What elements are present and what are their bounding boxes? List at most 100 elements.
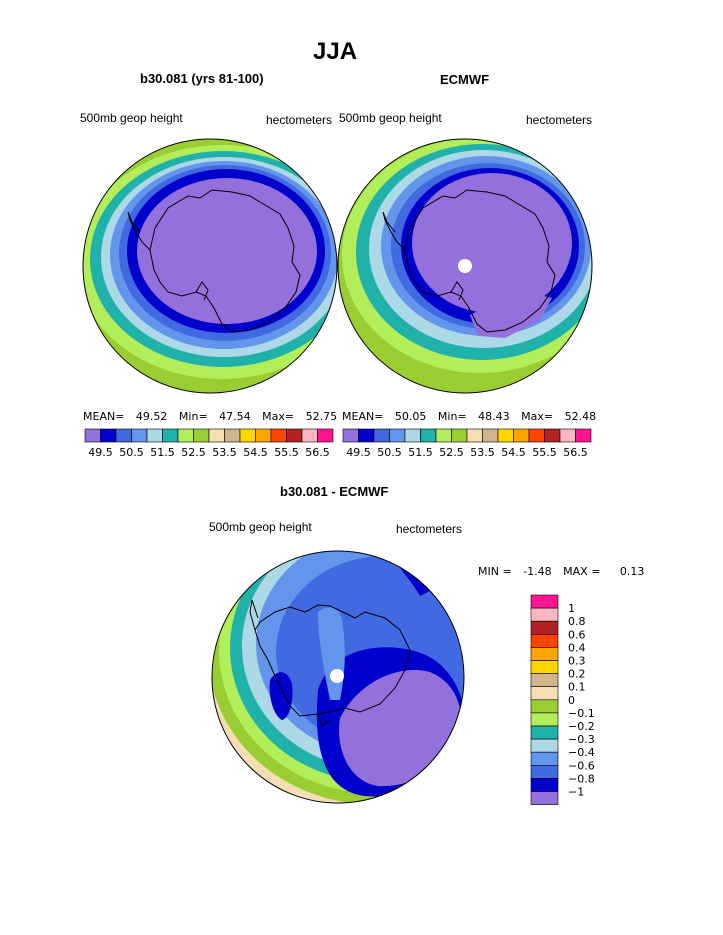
colorbar-swatch <box>530 594 559 609</box>
colorbar-tick-label: −0.8 <box>568 772 595 785</box>
colorbar-swatch <box>342 428 359 443</box>
colorbar-swatch <box>131 428 148 443</box>
colorbar-swatch <box>255 428 272 443</box>
max-label: MAX = <box>563 565 601 578</box>
colorbar-tick-label: 0.2 <box>568 668 586 681</box>
colorbar-tick-label: 50.5 <box>119 446 144 459</box>
mean-value: 49.52 <box>135 410 168 423</box>
main-title: JJA <box>313 38 358 65</box>
colorbar-swatch <box>162 428 179 443</box>
map-difference <box>212 551 464 803</box>
max-value: 52.75 <box>305 410 338 423</box>
colorbar-tick-label: 0.3 <box>568 655 586 668</box>
colorbar-swatch <box>530 673 559 687</box>
colorbar-swatch <box>530 633 559 648</box>
colorbar-swatch <box>575 428 592 443</box>
colorbar-swatch <box>373 428 390 443</box>
coastline <box>404 189 556 333</box>
colorbar-swatch <box>530 647 559 661</box>
colorbar-tick-label: 50.5 <box>377 446 402 459</box>
colorbar-swatch <box>530 699 559 714</box>
colorbar-swatch <box>530 738 559 753</box>
coastline <box>149 189 301 333</box>
colorbar-swatch <box>358 428 375 443</box>
colorbar-tick-label: 52.5 <box>439 446 464 459</box>
diff-stats: MIN = -1.48 MAX = 0.13 <box>478 565 644 578</box>
colorbar-swatch <box>301 428 318 443</box>
panel-title-diff: b30.081 - ECMWF <box>280 484 389 499</box>
colorbar-swatch <box>528 428 545 443</box>
colorbar-swatch <box>451 428 468 443</box>
colorbar-swatch <box>530 764 559 779</box>
colorbar-tick-label: 51.5 <box>408 446 433 459</box>
diff-units-label: hectometers <box>396 522 463 536</box>
colorbar-swatch <box>100 428 117 443</box>
colorbar-ecmwf: 49.5 50.5 51.5 52.5 53.5 54.5 55.5 56.5 <box>342 428 592 459</box>
colorbar-tick-label: 49.5 <box>88 446 113 459</box>
colorbar-tick-label: 49.5 <box>346 446 371 459</box>
colorbar-swatch <box>208 428 225 443</box>
pole-marker <box>330 669 344 683</box>
pole-marker <box>458 259 472 273</box>
colorbar-tick-label: 56.5 <box>305 446 330 459</box>
colorbar-swatch <box>435 428 452 443</box>
colorbar-swatch <box>530 712 559 727</box>
colorbar-tick-label: 53.5 <box>470 446 495 459</box>
mean-label: MEAN= <box>342 410 384 423</box>
colorbar-tick-label: 55.5 <box>274 446 299 459</box>
colorbar-swatch <box>420 428 437 443</box>
colorbar-swatch <box>530 725 559 740</box>
colorbar-tick-label: −0.1 <box>568 707 595 720</box>
colorbar-tick-label: 54.5 <box>501 446 526 459</box>
colorbar-swatch <box>466 428 483 443</box>
mean-label: MEAN= <box>83 410 125 423</box>
ecmwf-stats: MEAN= 50.05 Min= 48.43 Max= 52.48 <box>342 410 596 423</box>
colorbar-swatch <box>544 428 561 443</box>
colorbar-difference: 10.80.60.40.30.20.10−0.1−0.2−0.3−0.4−0.6… <box>530 594 595 805</box>
colorbar-tick-label: 54.5 <box>243 446 268 459</box>
colorbar-tick-label: 56.5 <box>563 446 588 459</box>
colorbar-tick-label: −0.2 <box>568 720 595 733</box>
colorbar-swatch <box>224 428 241 443</box>
colorbar-tick-label: 0.4 <box>568 641 586 654</box>
panel-title-ecmwf: ECMWF <box>440 72 490 87</box>
colorbar-swatch <box>530 791 559 805</box>
colorbar-swatch <box>239 428 256 443</box>
colorbar-swatch <box>559 428 576 443</box>
colorbar-swatch <box>146 428 163 443</box>
colorbar-swatch <box>513 428 530 443</box>
colorbar-tick-label: 0.6 <box>568 628 586 641</box>
min-label: Min= <box>437 410 467 423</box>
colorbar-swatch <box>404 428 421 443</box>
colorbar-tick-label: 51.5 <box>150 446 175 459</box>
colorbar-swatch <box>193 428 210 443</box>
min-value: 48.43 <box>478 410 510 423</box>
model-units-label: hectometers <box>266 113 333 127</box>
colorbar-tick-label: 53.5 <box>212 446 237 459</box>
model-stats: MEAN= 49.52 Min= 47.54 Max= 52.75 <box>83 410 337 423</box>
colorbar-swatch <box>497 428 514 443</box>
max-value: 0.13 <box>619 565 645 578</box>
colorbar-tick-label: −0.6 <box>568 759 595 772</box>
colorbar-tick-label: 0 <box>568 694 575 707</box>
colorbar-tick-label: 0.8 <box>568 615 586 628</box>
colorbar-swatch <box>530 686 559 701</box>
colorbar-tick-label: 52.5 <box>181 446 206 459</box>
colorbar-tick-label: −0.4 <box>568 746 595 759</box>
colorbar-tick-label: 1 <box>568 602 575 615</box>
colorbar-tick-label: 55.5 <box>532 446 557 459</box>
colorbar-tick-label: −1 <box>568 786 584 799</box>
max-label: Max= <box>521 410 554 423</box>
min-value: -1.48 <box>523 565 552 578</box>
colorbar-swatch <box>115 428 132 443</box>
colorbar-swatch <box>530 607 559 622</box>
colorbar-tick-label: −0.3 <box>568 733 595 746</box>
panel-title-model: b30.081 (yrs 81-100) <box>140 71 264 86</box>
colorbar-swatch <box>270 428 287 443</box>
colorbar-swatch <box>530 660 559 674</box>
min-value: 47.54 <box>219 410 251 423</box>
colorbar-swatch <box>530 620 559 635</box>
ecmwf-units-label: hectometers <box>526 113 593 127</box>
max-label: Max= <box>262 410 295 423</box>
